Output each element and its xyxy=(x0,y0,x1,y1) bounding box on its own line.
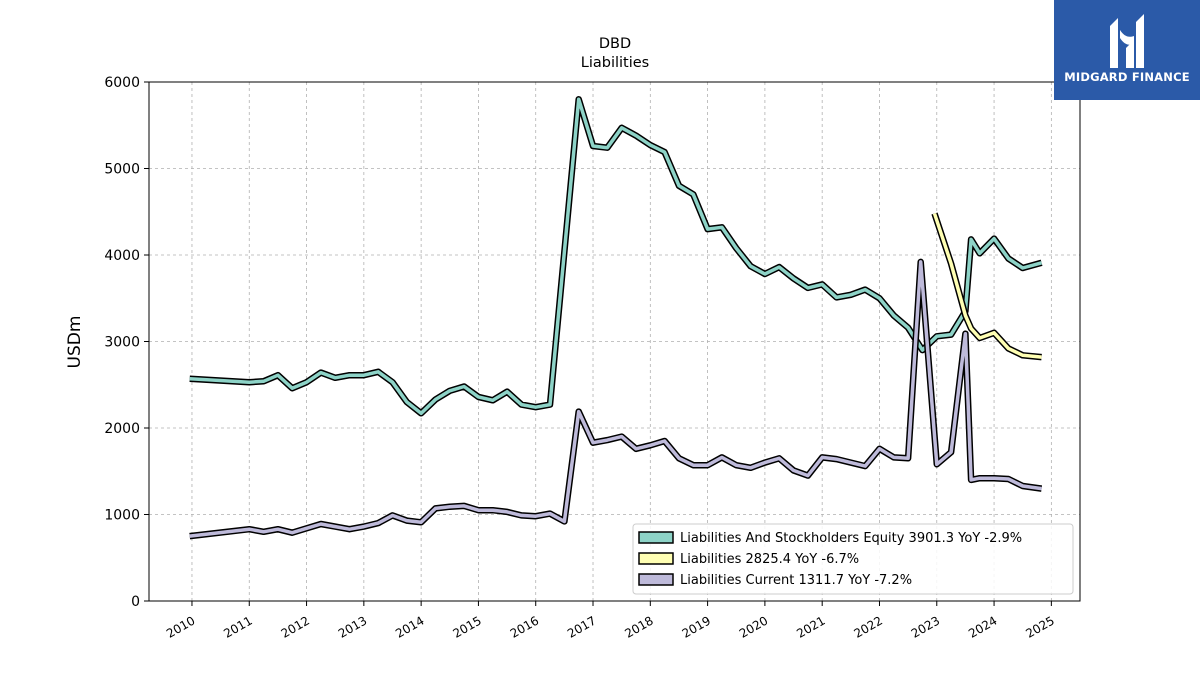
y-tick-label: 2000 xyxy=(104,421,140,437)
x-tick-label: 2021 xyxy=(794,613,827,640)
logo-text: MIDGARD FINANCE xyxy=(1064,70,1190,84)
series-line-2 xyxy=(189,260,1042,538)
y-tick-label: 1000 xyxy=(104,508,140,524)
y-tick-label: 5000 xyxy=(104,162,140,178)
y-axis-label: USDm xyxy=(65,316,85,369)
x-tick-label: 2020 xyxy=(737,613,770,640)
legend-label-0: Liabilities And Stockholders Equity 3901… xyxy=(680,531,1022,546)
legend-swatch-1 xyxy=(638,552,674,565)
logo-mark-icon xyxy=(1110,14,1144,68)
x-tick-label: 2024 xyxy=(966,613,999,640)
x-tick-label: 2012 xyxy=(279,613,312,640)
legend-label-1: Liabilities 2825.4 YoY -6.7% xyxy=(680,552,859,567)
chart-subtitle: Liabilities xyxy=(581,55,649,71)
series-outline-2 xyxy=(189,258,1043,540)
x-tick-label: 2015 xyxy=(450,613,483,640)
x-tick-label: 2016 xyxy=(508,613,541,640)
y-tick-label: 6000 xyxy=(104,75,140,91)
x-tick-label: 2018 xyxy=(622,613,655,640)
legend: Liabilities And Stockholders Equity 3901… xyxy=(632,523,1074,595)
x-tick-label: 2019 xyxy=(680,613,713,640)
x-tick-label: 2013 xyxy=(336,613,369,640)
x-tick-label: 2023 xyxy=(909,613,942,640)
grid xyxy=(149,81,1080,602)
legend-box xyxy=(632,523,1074,595)
y-tick-label: 3000 xyxy=(104,335,140,351)
y-tick-label: 0 xyxy=(131,594,140,610)
brand-logo: MIDGARD FINANCE xyxy=(1054,0,1200,100)
legend-swatch-0 xyxy=(638,531,674,544)
x-tick-label: 2022 xyxy=(852,613,885,640)
legend-swatch-2 xyxy=(638,573,674,586)
series-line-1 xyxy=(932,212,1042,359)
x-tick-label: 2017 xyxy=(565,613,598,640)
legend-label-2: Liabilities Current 1311.7 YoY -7.2% xyxy=(680,573,912,588)
x-tick-label: 2025 xyxy=(1023,613,1056,640)
series-lines xyxy=(189,96,1043,540)
x-tick-label: 2014 xyxy=(393,613,426,640)
chart-title: DBD xyxy=(599,36,631,52)
y-tick-label: 4000 xyxy=(104,248,140,264)
x-tick-label: 2011 xyxy=(221,613,254,640)
x-tick-label: 2010 xyxy=(164,613,197,640)
